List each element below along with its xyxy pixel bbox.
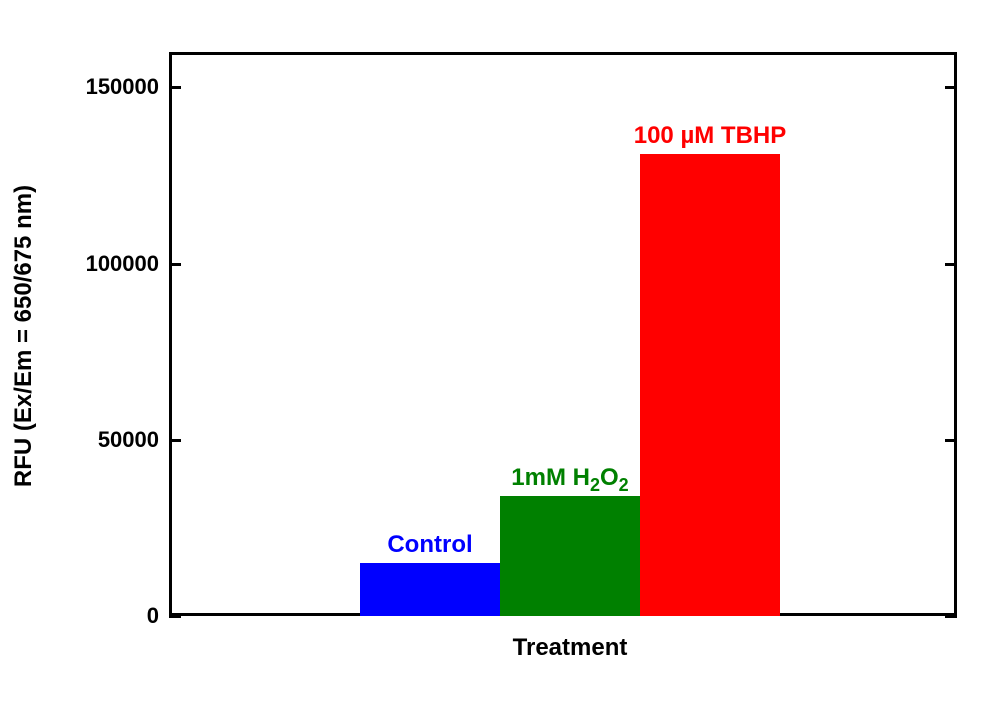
x-axis-label: Treatment (470, 634, 670, 662)
y-tick-mark (169, 615, 181, 618)
bar (500, 496, 640, 616)
bar-chart: RFU (Ex/Em = 650/675 nm) Treatment 0 5000… (0, 0, 1000, 717)
y-tick-mark (169, 86, 181, 89)
y-tick-mark (945, 615, 957, 618)
y-tick-mark (945, 86, 957, 89)
y-tick-label: 50000 (49, 427, 159, 453)
y-tick-label: 100000 (49, 251, 159, 277)
y-tick-mark (169, 263, 181, 266)
y-tick-label: 0 (49, 603, 159, 629)
y-tick-mark (945, 263, 957, 266)
bar (360, 563, 500, 616)
y-tick-mark (945, 439, 957, 442)
bar-label: 100 µM TBHP (600, 122, 820, 150)
bar (640, 154, 780, 616)
y-tick-mark (169, 439, 181, 442)
y-axis-label: RFU (Ex/Em = 650/675 nm) (10, 54, 38, 618)
y-tick-label: 150000 (49, 74, 159, 100)
